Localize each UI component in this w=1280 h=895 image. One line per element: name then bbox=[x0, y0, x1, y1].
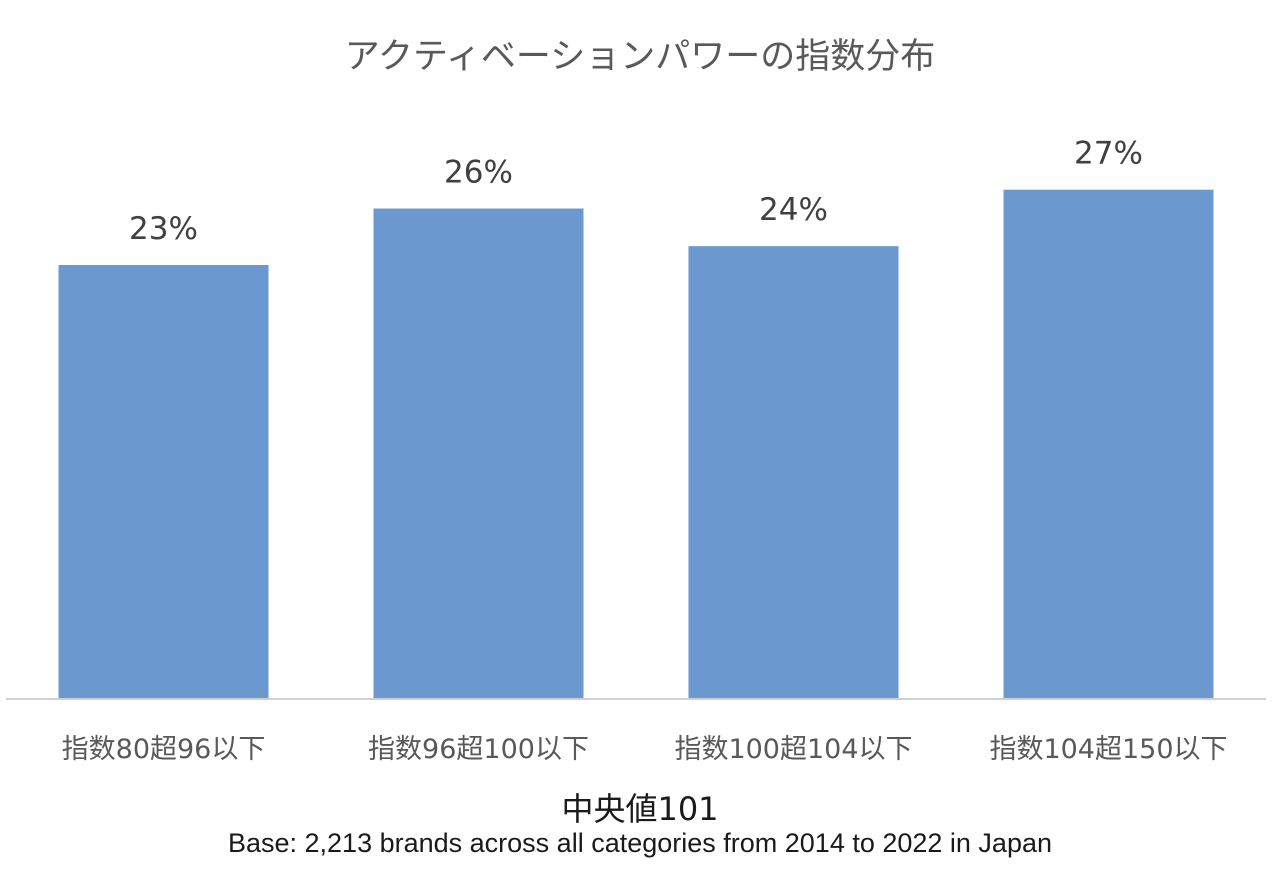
bars-group bbox=[58, 189, 1214, 699]
category-label-1: 指数80超96以下 bbox=[62, 734, 266, 765]
value-labels-group: 23% 26% 24% 27% bbox=[129, 136, 1143, 247]
bar-2 bbox=[373, 208, 584, 699]
category-label-2: 指数96超100以下 bbox=[368, 734, 589, 765]
bar-4 bbox=[1003, 189, 1214, 698]
bar-1 bbox=[58, 265, 269, 698]
chart-title: アクティベーションパワーの指数分布 bbox=[344, 37, 936, 77]
category-label-3: 指数100超104以下 bbox=[674, 734, 912, 765]
category-label-4: 指数104超150以下 bbox=[989, 734, 1227, 765]
value-label-3: 24% bbox=[759, 192, 828, 228]
category-labels-group: 指数80超96以下 指数96超100以下 指数100超104以下 指数104超150以… bbox=[62, 734, 1228, 765]
median-note: 中央値101 bbox=[561, 790, 719, 828]
base-note: Base: 2,213 brands across all categories… bbox=[227, 828, 1052, 858]
bar-3 bbox=[688, 246, 899, 698]
value-label-1: 23% bbox=[129, 211, 198, 247]
value-label-4: 27% bbox=[1074, 136, 1143, 172]
value-label-2: 26% bbox=[444, 155, 513, 191]
